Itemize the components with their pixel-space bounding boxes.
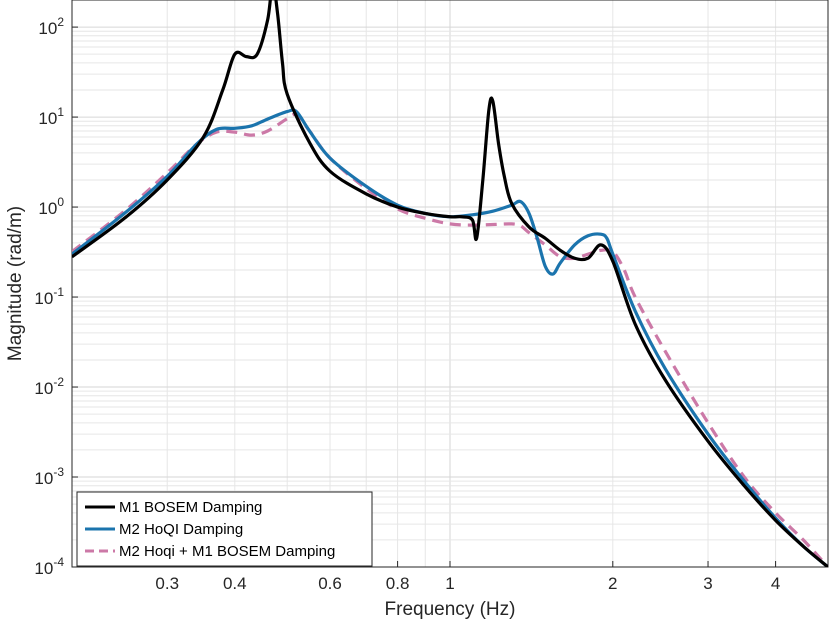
grid — [72, 0, 828, 567]
y-tick-exponent: -1 — [53, 285, 64, 299]
y-tick-label: 10-2 — [34, 375, 64, 398]
legend-label: M1 BOSEM Damping — [119, 499, 262, 516]
y-tick-exponent: -3 — [53, 465, 64, 479]
y-tick-label: 100 — [38, 195, 64, 218]
x-tick-label: 4 — [771, 574, 780, 593]
y-tick-base: 10 — [34, 379, 53, 398]
legend-label: M2 HoQI Damping — [119, 521, 243, 538]
x-tick-label: 3 — [703, 574, 712, 593]
y-tick-label: 102 — [38, 15, 64, 38]
series-line-2 — [72, 112, 828, 567]
y-tick-label: 10-1 — [34, 285, 64, 308]
x-tick-labels: 0.3 0.4 0.6 0.8 1 2 3 4 — [155, 574, 780, 593]
y-tick-base: 10 — [38, 19, 57, 38]
x-tick-label: 0.6 — [318, 574, 342, 593]
x-tick-label: 0.8 — [386, 574, 410, 593]
x-tick-label: 1 — [445, 574, 454, 593]
y-tick-base: 10 — [38, 199, 57, 218]
y-tick-exponent: 2 — [57, 15, 64, 29]
legend-box — [76, 491, 373, 567]
y-tick-exponent: -4 — [53, 555, 64, 569]
x-tick-label: 2 — [608, 574, 617, 593]
y-tick-base: 10 — [34, 469, 53, 488]
y-tick-base: 10 — [34, 559, 53, 578]
x-tick-label: 0.3 — [155, 574, 179, 593]
series-layer — [72, 0, 828, 567]
y-tick-base: 10 — [34, 289, 53, 308]
y-tick-exponent: 1 — [57, 105, 64, 119]
y-axis-label: Magnitude (rad/m) — [5, 206, 26, 361]
y-tick-label: 10-3 — [34, 465, 64, 488]
legend-label: M2 Hoqi + M1 BOSEM Damping — [119, 543, 335, 560]
legend: M1 BOSEM Damping M2 HoQI Damping M2 Hoqi +… — [76, 491, 373, 567]
x-axis-label: Frequency (Hz) — [385, 599, 516, 620]
y-tick-label: 10-4 — [34, 555, 64, 578]
x-tick-label: 0.4 — [223, 574, 247, 593]
y-tick-label: 101 — [38, 105, 64, 128]
y-tick-exponent: 0 — [57, 195, 64, 209]
series-line-0 — [72, 0, 828, 567]
y-tick-base: 10 — [38, 109, 57, 128]
y-tick-exponent: -2 — [53, 375, 64, 389]
